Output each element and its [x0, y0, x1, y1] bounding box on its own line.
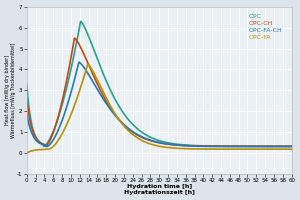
Y-axis label: Heat flow [mW/g dry binder]
Wärmefluss [mW/g Trockenbildemittel]: Heat flow [mW/g dry binder] Wärmefluss […	[5, 43, 16, 138]
Line: OPC: OPC	[27, 21, 292, 146]
OPC-FA-CH	[45, 145, 48, 148]
OPC-CH	[256, 145, 260, 147]
OPC-FA-CH	[77, 61, 81, 63]
OPC-CH	[25, 97, 28, 100]
OPC-FA-CH	[71, 85, 74, 87]
OPC	[256, 145, 260, 147]
OPC-FA	[256, 148, 260, 150]
OPC-FA	[71, 109, 74, 111]
OPC	[79, 20, 83, 23]
Line: OPC-CH: OPC-CH	[27, 38, 292, 146]
OPC	[71, 60, 74, 62]
Line: OPC-FA: OPC-FA	[27, 64, 292, 153]
OPC-CH	[71, 47, 74, 49]
OPC-CH	[55, 120, 59, 122]
Legend: OPC, OPC-CH, OPC-FA-CH, OPC-FA: OPC, OPC-CH, OPC-FA-CH, OPC-FA	[240, 13, 283, 41]
OPC-FA-CH	[25, 112, 28, 114]
OPC-FA-CH	[138, 135, 142, 137]
OPC-FA	[86, 63, 89, 65]
OPC-CH	[73, 37, 76, 39]
OPC	[127, 119, 130, 121]
OPC-CH	[290, 145, 293, 147]
OPC-FA-CH	[55, 132, 59, 134]
OPC-FA	[285, 148, 288, 150]
OPC-FA-CH	[285, 145, 288, 148]
OPC-FA	[55, 141, 59, 143]
OPC	[285, 145, 288, 147]
OPC-FA	[138, 138, 142, 141]
OPC-CH	[44, 145, 47, 147]
OPC-FA	[290, 148, 293, 150]
OPC-CH	[127, 128, 130, 130]
OPC-CH	[138, 135, 142, 138]
OPC-FA	[127, 130, 130, 132]
OPC	[25, 83, 28, 85]
OPC-FA	[25, 152, 28, 154]
OPC-FA-CH	[127, 127, 130, 130]
Line: OPC-FA-CH: OPC-FA-CH	[27, 62, 292, 147]
OPC	[290, 145, 293, 147]
OPC-FA-CH	[290, 145, 293, 148]
X-axis label: Hydration time [h]
Hydratationszeit [h]: Hydration time [h] Hydratationszeit [h]	[124, 184, 195, 195]
OPC	[55, 120, 59, 123]
OPC	[138, 130, 142, 132]
OPC	[42, 145, 45, 147]
OPC-FA-CH	[256, 145, 260, 148]
OPC-CH	[285, 145, 288, 147]
